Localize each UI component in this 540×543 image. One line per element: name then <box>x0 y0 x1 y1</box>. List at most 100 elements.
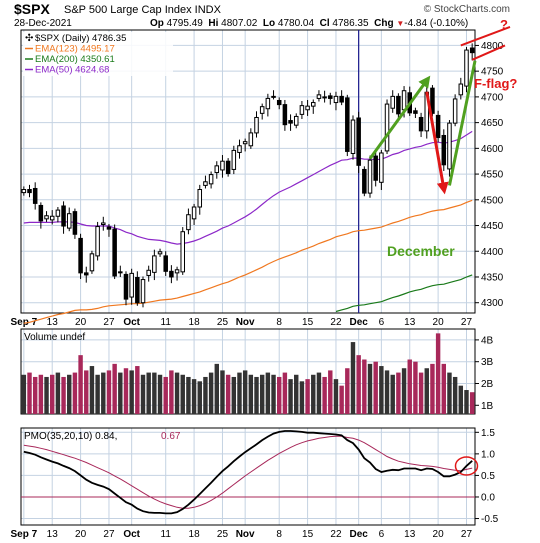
index-name: S&P 500 Large Cap Index INDX <box>64 4 221 16</box>
candle-body <box>288 120 293 124</box>
volume-bar <box>356 355 361 414</box>
volume-bar <box>265 372 271 414</box>
pmo-xtick-label: 18 <box>189 529 201 540</box>
change-label: Chg <box>374 18 394 29</box>
volume-bar <box>135 366 140 414</box>
candle-body <box>152 255 157 273</box>
open-value: 4795.49 <box>166 18 203 29</box>
volume-bar <box>384 370 390 414</box>
price-ytick-label: 4600 <box>481 144 504 155</box>
price-ytick-label: 4700 <box>481 92 504 103</box>
volume-bar <box>38 374 44 414</box>
volume-bar <box>276 376 282 414</box>
candle-body <box>208 174 214 185</box>
candle-body <box>271 95 276 98</box>
volume-bar <box>299 381 305 414</box>
volume-bar <box>401 368 407 414</box>
candle-body <box>157 251 163 255</box>
pmo-xtick-label: Sep 7 <box>10 529 37 540</box>
pmo-xtick-label: Oct <box>123 529 140 540</box>
candle-body <box>379 152 384 183</box>
volume-bar <box>174 372 180 414</box>
candle-body <box>135 276 140 304</box>
volume-bar <box>396 372 401 414</box>
candle-body <box>328 95 333 99</box>
candle-body <box>322 96 327 99</box>
volume-bar <box>271 374 276 414</box>
pmo-legend-signal: 0.67 <box>161 431 181 442</box>
volume-bar <box>95 374 100 414</box>
candle-body <box>447 122 452 170</box>
candle-body <box>305 105 310 111</box>
volume-bar <box>180 374 185 414</box>
volume-bar <box>328 370 333 414</box>
candle-body <box>339 95 344 103</box>
low-label: Lo <box>262 18 276 29</box>
candle-body <box>61 205 66 227</box>
volume-bar <box>186 376 191 414</box>
pmo-xtick-label: 6 <box>379 529 385 540</box>
chart-date: 28-Dec-2021 <box>14 18 72 29</box>
legend-item: EMA(50) 4624.68 <box>35 65 109 76</box>
pmo-xtick-label: 27 <box>103 529 115 540</box>
candle-body <box>214 165 220 174</box>
volume-bar <box>379 366 384 414</box>
close-value: 4786.35 <box>332 18 369 29</box>
candle-body <box>78 237 83 274</box>
candle-body <box>299 105 305 115</box>
candle-body <box>401 90 407 111</box>
close-label: Cl <box>319 18 330 29</box>
candle-body <box>345 97 350 152</box>
volume-bar <box>350 342 356 414</box>
price-xtick-label: Oct <box>123 317 140 328</box>
volume-bar <box>231 376 237 414</box>
pmo-xtick-label: 13 <box>404 529 416 540</box>
candle-body <box>430 87 435 114</box>
ohlc-readout: Op 4795.49 Hi 4807.02 Lo 4780.04 Cl 4786… <box>150 18 468 29</box>
fflag-label: F-flag? <box>474 76 517 91</box>
candle-body <box>367 159 373 194</box>
volume-bar <box>49 374 55 414</box>
candle-body <box>89 253 95 272</box>
pmo-xtick-label: 25 <box>217 529 229 540</box>
candle-body <box>72 211 78 235</box>
candle-body <box>231 149 237 170</box>
candle-body <box>146 269 151 276</box>
flag-upper-line <box>460 25 511 47</box>
candle-body <box>254 116 259 134</box>
candle-body <box>44 215 49 220</box>
volume-bar <box>447 372 452 414</box>
candle-body <box>112 228 117 277</box>
legend-bg <box>23 32 173 76</box>
candle-body <box>316 94 322 99</box>
volume-bar <box>469 392 475 414</box>
december-label: December <box>387 243 455 259</box>
pmo-legend-main: PMO(35,20,10) 0.84, <box>24 431 117 442</box>
volume-bar <box>316 372 322 414</box>
pmo-xtick-label: 15 <box>302 529 314 540</box>
pmo-xtick-label: 22 <box>330 529 342 540</box>
candle-body <box>84 272 89 276</box>
price-ytick-label: 4400 <box>481 247 504 258</box>
candle-body <box>106 226 112 230</box>
candle-body <box>293 115 299 126</box>
pmo-xtick-label: 13 <box>47 529 59 540</box>
ema50-line <box>23 130 473 245</box>
candle-body <box>32 187 38 204</box>
volume-bar <box>129 370 134 414</box>
candle-body <box>38 204 44 222</box>
price-xtick-label: 20 <box>433 317 445 328</box>
price-ytick-label: 4500 <box>481 195 504 206</box>
candle-body <box>276 99 282 106</box>
volume-bar <box>435 333 441 414</box>
volume-bar <box>106 370 112 414</box>
price-ytick-label: 4650 <box>481 118 504 129</box>
candle-body <box>362 168 367 194</box>
volume-bar <box>101 372 106 414</box>
legend-item: EMA(200) 4350.61 <box>35 54 115 65</box>
candle-body <box>282 104 288 126</box>
pmo-xtick-label: 20 <box>433 529 445 540</box>
